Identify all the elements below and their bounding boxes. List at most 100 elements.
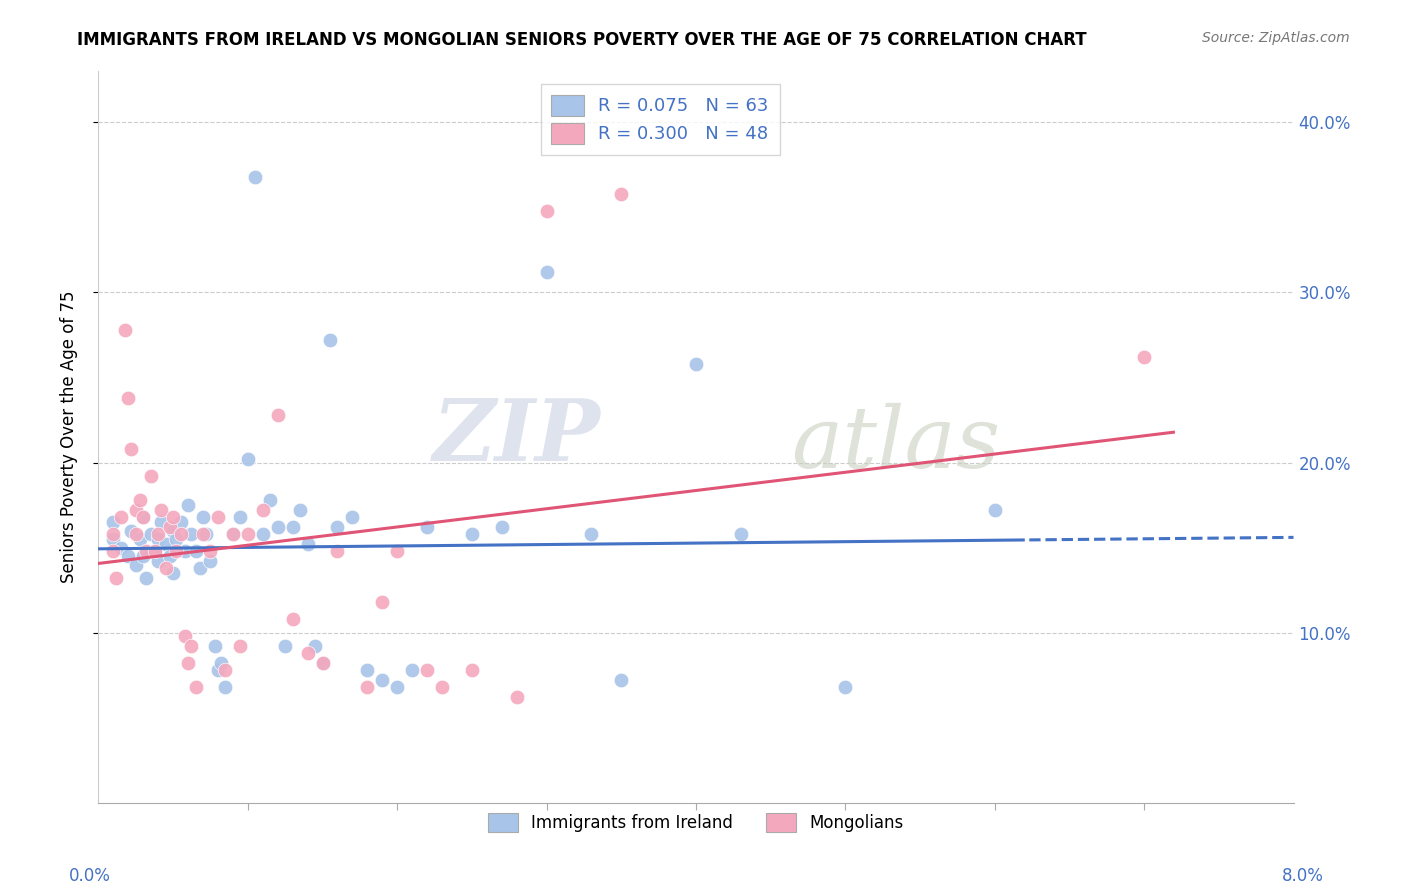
Point — [174, 544, 197, 558]
Point — [148, 532, 170, 546]
Point — [103, 544, 125, 558]
Point — [184, 544, 207, 558]
Point — [200, 544, 222, 558]
Point — [610, 186, 633, 201]
Point — [148, 554, 170, 568]
Point — [207, 663, 229, 677]
Point — [356, 663, 378, 677]
Point — [129, 493, 152, 508]
Point — [159, 520, 181, 534]
Point — [259, 493, 281, 508]
Point — [103, 515, 125, 529]
Point — [252, 527, 274, 541]
Point — [148, 527, 170, 541]
Point — [117, 549, 139, 563]
Point — [143, 544, 166, 558]
Point — [430, 680, 453, 694]
Point — [297, 646, 319, 660]
Point — [274, 640, 297, 654]
Point — [491, 520, 513, 534]
Point — [188, 561, 211, 575]
Point — [125, 527, 148, 541]
Point — [209, 657, 232, 671]
Point — [162, 510, 184, 524]
Point — [222, 527, 245, 541]
Point — [1133, 350, 1156, 364]
Point — [304, 640, 326, 654]
Point — [610, 673, 633, 688]
Point — [125, 558, 148, 572]
Point — [506, 690, 529, 705]
Point — [150, 515, 173, 529]
Point — [110, 541, 132, 555]
Point — [165, 532, 187, 546]
Point — [117, 391, 139, 405]
Point — [120, 524, 142, 538]
Point — [245, 169, 267, 184]
Point — [132, 510, 155, 524]
Point — [174, 629, 197, 643]
Text: 8.0%: 8.0% — [1281, 867, 1323, 886]
Point — [103, 527, 125, 541]
Text: Source: ZipAtlas.com: Source: ZipAtlas.com — [1202, 31, 1350, 45]
Point — [326, 520, 349, 534]
Point — [159, 549, 181, 563]
Point — [177, 657, 200, 671]
Point — [169, 515, 191, 529]
Point — [536, 265, 558, 279]
Point — [103, 532, 125, 546]
Point — [342, 510, 364, 524]
Point — [311, 657, 333, 671]
Point — [214, 680, 236, 694]
Point — [385, 544, 409, 558]
Point — [169, 527, 191, 541]
Point — [281, 612, 304, 626]
Point — [132, 510, 155, 524]
Text: 0.0%: 0.0% — [69, 867, 111, 886]
Point — [105, 571, 128, 585]
Point — [195, 527, 218, 541]
Point — [139, 527, 162, 541]
Point — [155, 561, 177, 575]
Point — [120, 442, 142, 456]
Point — [222, 527, 245, 541]
Point — [267, 520, 290, 534]
Point — [461, 527, 484, 541]
Point — [229, 640, 252, 654]
Point — [191, 510, 214, 524]
Point — [191, 527, 214, 541]
Point — [204, 640, 226, 654]
Point — [730, 527, 752, 541]
Point — [162, 524, 184, 538]
Point — [207, 510, 229, 524]
Point — [416, 520, 439, 534]
Point — [252, 503, 274, 517]
Point — [110, 510, 132, 524]
Point — [536, 203, 558, 218]
Point — [143, 544, 166, 558]
Point — [297, 537, 319, 551]
Point — [155, 537, 177, 551]
Point — [288, 503, 311, 517]
Point — [267, 408, 290, 422]
Point — [326, 544, 349, 558]
Point — [114, 323, 136, 337]
Point — [401, 663, 423, 677]
Point — [984, 503, 1007, 517]
Point — [416, 663, 439, 677]
Point — [461, 663, 484, 677]
Point — [150, 503, 173, 517]
Point — [129, 532, 152, 546]
Point — [214, 663, 236, 677]
Text: atlas: atlas — [792, 403, 1001, 486]
Point — [139, 469, 162, 483]
Point — [834, 680, 856, 694]
Point — [371, 595, 394, 609]
Point — [200, 554, 222, 568]
Point — [162, 566, 184, 581]
Point — [356, 680, 378, 694]
Point — [180, 527, 202, 541]
Point — [135, 571, 157, 585]
Point — [125, 503, 148, 517]
Legend: Immigrants from Ireland, Mongolians: Immigrants from Ireland, Mongolians — [478, 803, 914, 842]
